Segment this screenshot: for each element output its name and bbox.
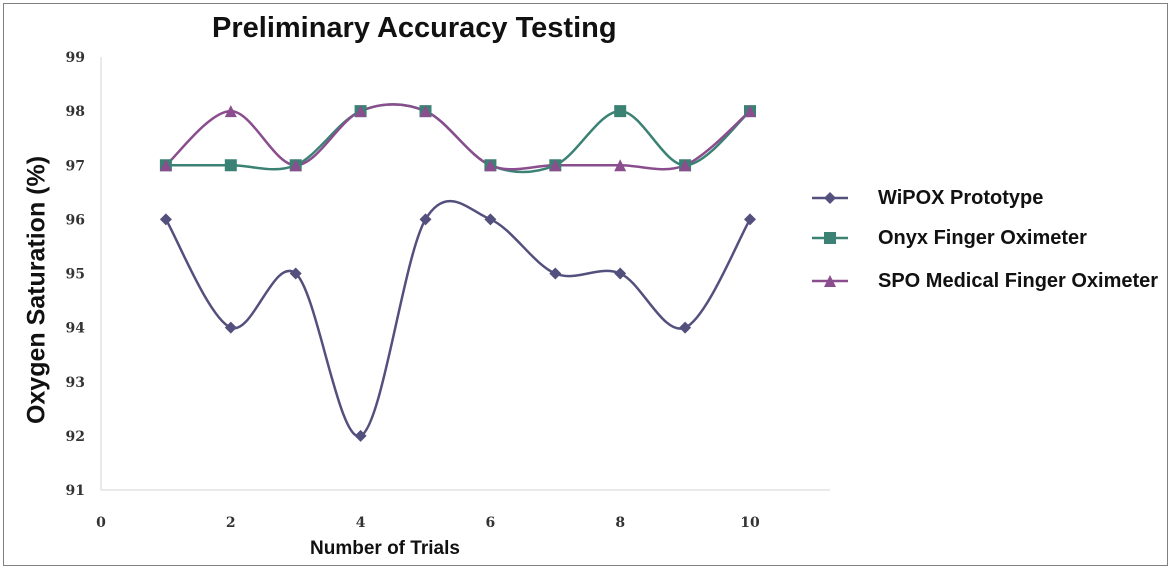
x-tick-label: 2 <box>226 515 236 531</box>
y-tick-label: 95 <box>66 267 85 283</box>
x-tick-label: 4 <box>356 515 366 531</box>
series-line-spo <box>165 103 751 171</box>
data-point-wipox <box>679 321 692 334</box>
data-point-spo <box>224 105 237 118</box>
y-tick-label: 99 <box>66 50 85 66</box>
data-point-onyx <box>224 159 237 172</box>
data-point-wipox <box>614 267 627 280</box>
data-point-onyx <box>614 105 627 118</box>
data-point-spo <box>744 105 756 118</box>
x-tick-label: 0 <box>96 515 106 531</box>
legend-marker-wipox <box>812 192 848 204</box>
legend-label-wipox: WiPOX Prototype <box>878 187 1044 209</box>
data-point-wipox <box>549 267 562 280</box>
legend-label-spo: SPO Medical Finger Oximeter <box>878 270 1159 292</box>
data-point-wipox <box>289 267 302 280</box>
x-axis-label: Number of Trials <box>310 538 460 559</box>
y-tick-label: 97 <box>66 158 85 174</box>
legend-label-onyx: Onyx Finger Oximeter <box>878 227 1087 249</box>
data-point-wipox <box>159 213 172 226</box>
data-point-spo <box>289 159 302 172</box>
y-tick-label: 98 <box>66 104 85 120</box>
legend-marker-spo <box>812 275 848 287</box>
data-point-spo <box>614 159 627 172</box>
data-point-spo <box>419 105 432 118</box>
x-tick-label: 8 <box>615 515 625 531</box>
y-tick-label: 93 <box>66 375 85 391</box>
data-point-spo <box>549 159 562 172</box>
data-point-wipox <box>744 213 756 226</box>
y-tick-label: 96 <box>66 212 85 228</box>
data-point-wipox <box>484 213 497 226</box>
data-point-spo <box>679 159 692 172</box>
x-tick-label: 6 <box>486 515 496 531</box>
y-tick-label: 91 <box>66 483 85 499</box>
x-tick-label: 10 <box>740 515 760 531</box>
data-point-wipox <box>354 429 367 442</box>
y-tick-label: 94 <box>66 321 86 337</box>
data-point-wipox <box>224 321 237 334</box>
series-line-wipox <box>164 199 752 438</box>
legend-marker-onyx <box>812 232 848 244</box>
y-tick-label: 92 <box>66 429 85 445</box>
chart-title: Preliminary Accuracy Testing <box>212 12 617 44</box>
data-point-spo <box>484 159 497 172</box>
data-point-spo <box>159 159 172 172</box>
data-point-wipox <box>419 213 432 226</box>
data-point-spo <box>354 105 367 118</box>
